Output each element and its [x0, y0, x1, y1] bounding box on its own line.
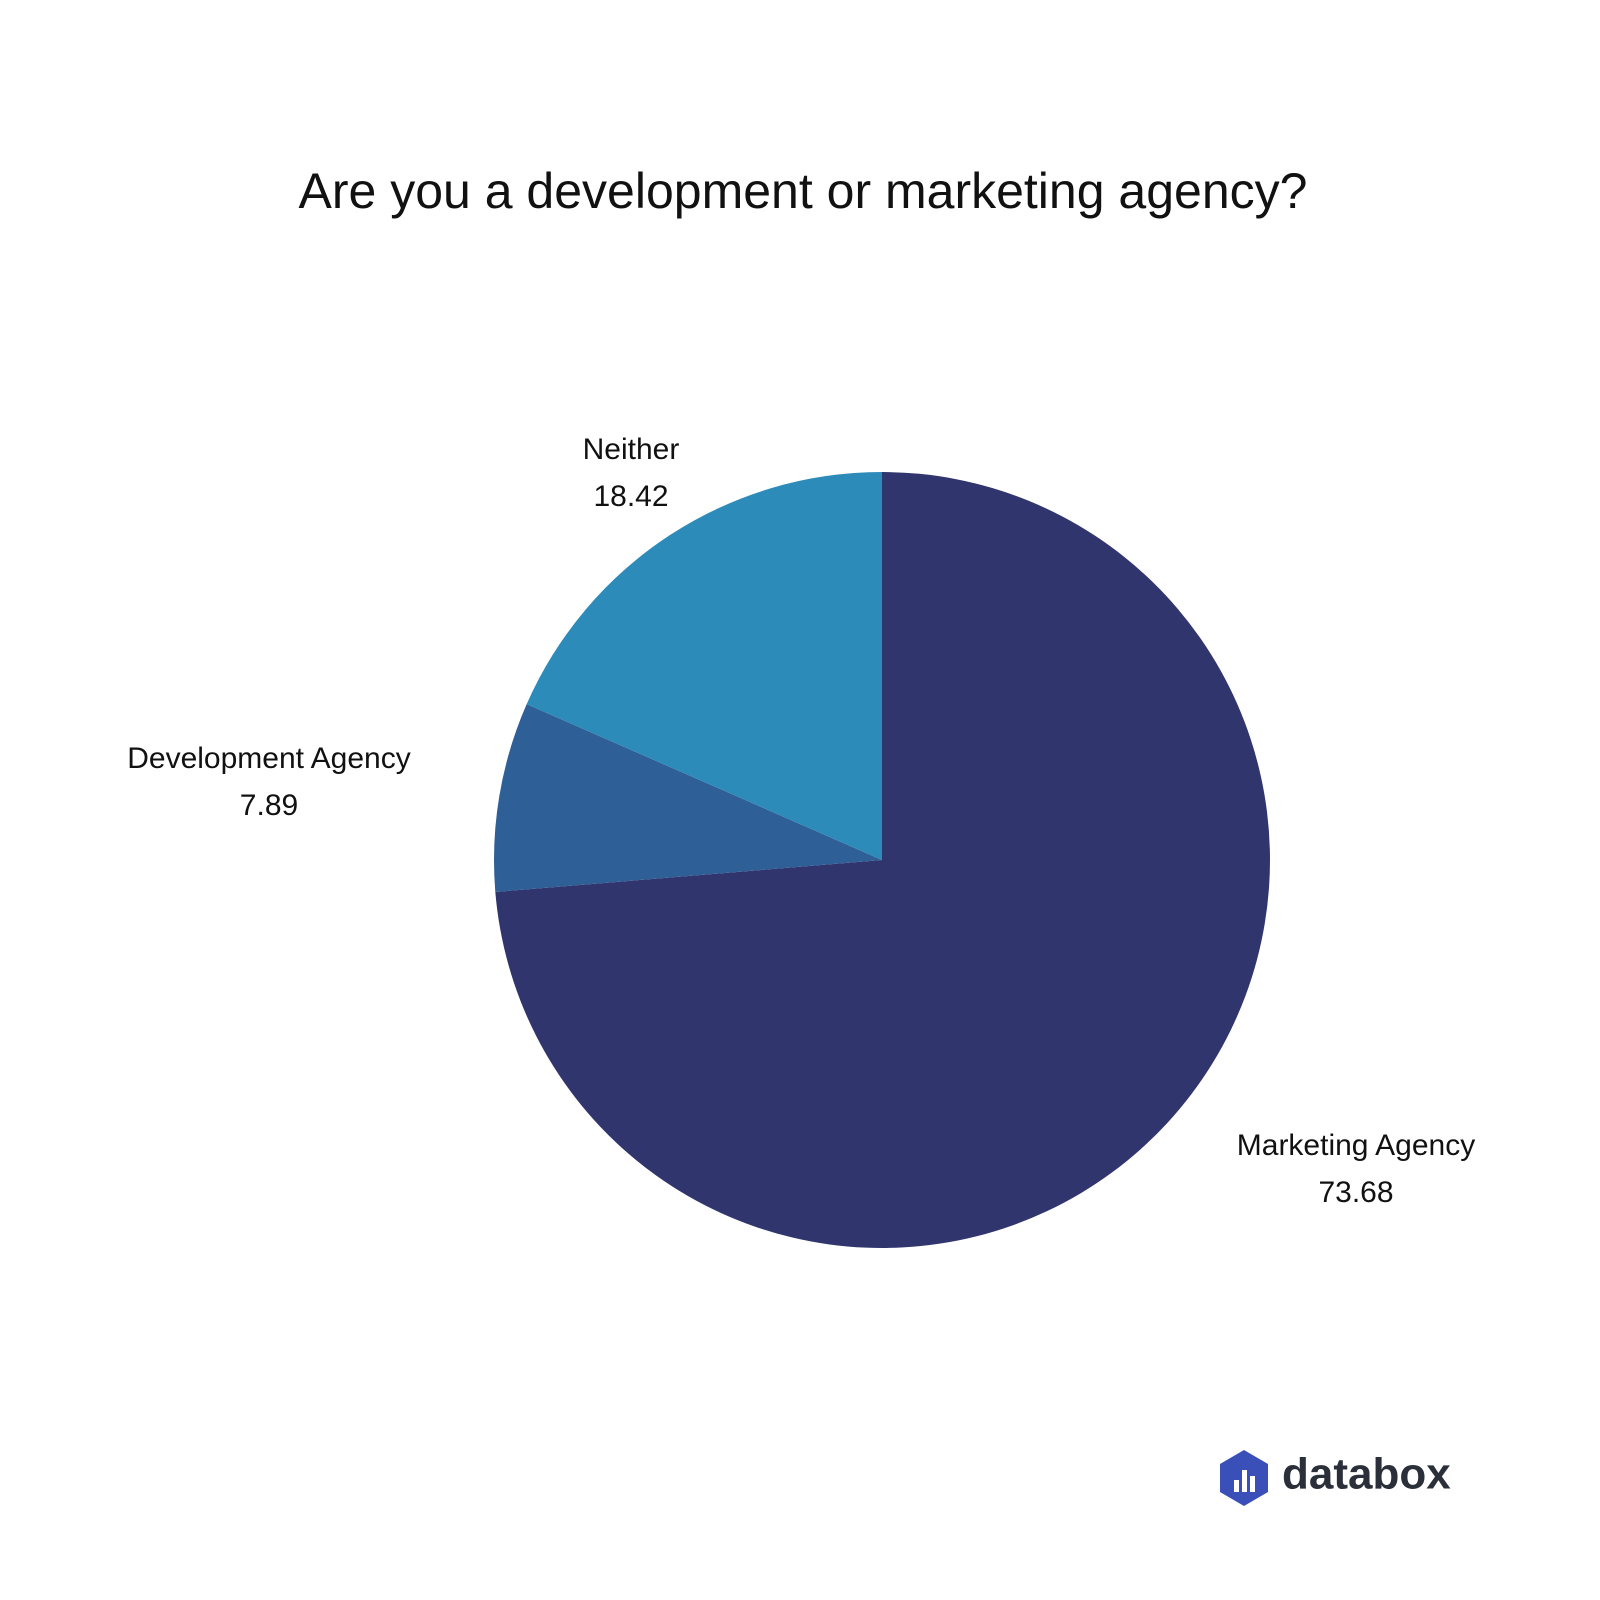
slice-label: Marketing Agency	[1237, 1129, 1475, 1162]
logo-text: databox	[1282, 1450, 1451, 1499]
logo-bar	[1250, 1476, 1255, 1492]
chart-title: Are you a development or marketing agenc…	[299, 163, 1308, 219]
slice-value: 7.89	[240, 789, 298, 822]
logo-bar	[1242, 1470, 1247, 1492]
slice-label: Neither	[583, 433, 680, 466]
pie-slice	[495, 472, 1271, 1248]
pie-slice	[526, 472, 882, 860]
slice-label: Development Agency	[127, 742, 411, 775]
logo-bar	[1234, 1480, 1239, 1492]
slice-value: 73.68	[1318, 1176, 1393, 1209]
slice-value: 18.42	[593, 480, 668, 513]
logo: databox	[1220, 1450, 1451, 1506]
pie-slice	[494, 704, 882, 892]
